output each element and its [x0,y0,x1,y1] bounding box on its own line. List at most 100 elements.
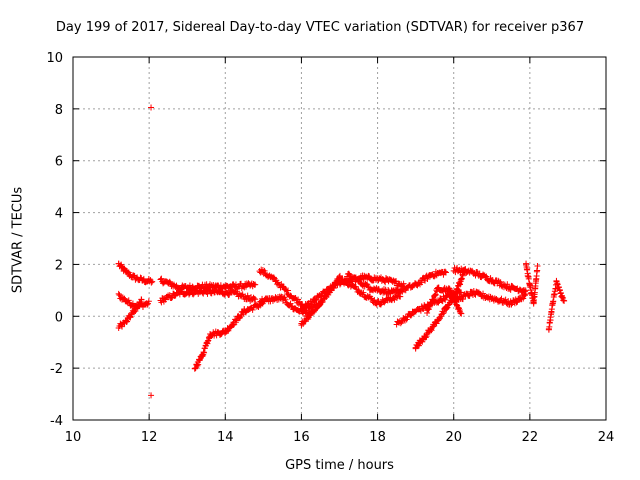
data-point [523,263,530,270]
data-point [303,314,310,321]
data-point [371,296,378,303]
data-point [124,318,131,325]
y-axis-label: SDTVAR / TECUs [10,186,26,294]
data-point [557,289,564,296]
data-point [522,291,529,298]
y-tick-label: 2 [55,258,63,273]
data-point [393,278,400,285]
data-point [149,278,156,285]
data-point [342,277,349,284]
data-point [550,298,557,305]
data-point [442,296,449,303]
data-point [235,314,242,321]
data-point [365,283,372,290]
data-point [145,298,152,305]
data-point [166,278,173,285]
data-point [301,318,308,325]
x-tick-label: 20 [445,430,462,445]
data-point [115,260,122,267]
data-point [308,301,315,308]
data-point [534,262,541,269]
data-point [205,334,212,341]
data-point [375,298,382,305]
data-point [368,295,375,302]
plot-frame [72,56,607,421]
data-point [356,276,363,283]
data-point [249,306,256,313]
data-point [204,338,211,345]
x-tick-label: 24 [598,430,615,445]
data-point [452,269,459,276]
data-point [171,292,178,299]
plot-border [72,56,607,421]
data-point [119,323,126,330]
data-point [527,284,534,291]
data-point [397,293,404,300]
data-point [306,312,313,319]
data-point [430,323,437,330]
x-tick-label: 12 [141,430,158,445]
data-point [244,292,251,299]
x-tick-label: 18 [369,430,386,445]
data-point [118,263,125,270]
data-point [424,275,431,282]
data-point [138,296,145,303]
data-point [130,308,137,315]
data-point [553,278,560,285]
data-point [325,289,332,296]
data-point [457,310,464,317]
data-point [454,285,461,292]
data-point [556,286,563,293]
data-point [459,272,466,279]
y-tick-label: 6 [55,155,63,170]
data-point [550,294,557,301]
data-point [201,345,208,352]
data-point [302,304,309,311]
data-point [115,290,122,297]
data-point [285,287,292,294]
data-point [524,266,531,273]
data-point [123,269,130,276]
y-tick-label: 0 [55,310,63,325]
data-point [513,299,520,306]
data-point [483,273,490,280]
data-point [227,323,234,330]
data-point [222,329,229,336]
x-axis-label: GPS time / hours [285,458,394,473]
data-point [514,298,521,305]
data-point [458,310,465,317]
data-point [168,295,175,302]
data-point [414,342,421,349]
data-point [455,304,462,311]
y-tick-label: 8 [55,103,63,118]
data-point [204,290,211,297]
data-point [416,339,423,346]
data-point [523,260,530,267]
data-point [312,306,319,313]
data-point [525,273,532,280]
chart-title: Day 199 of 2017, Sidereal Day-to-day VTE… [55,20,585,35]
data-point [424,307,431,314]
data-point [441,295,448,302]
data-point [148,279,155,286]
data-point [470,287,477,294]
data-point [429,296,436,303]
outlier-point [148,392,155,399]
data-point [407,312,414,319]
data-point [552,285,559,292]
data-point [144,301,151,308]
data-point [241,307,248,314]
data-point [261,267,268,274]
data-point [561,297,568,304]
data-point [443,306,450,313]
y-tick-label: -2 [50,362,63,377]
data-point [169,294,176,301]
data-point [252,281,259,288]
data-point [200,349,207,356]
x-tick-label: 16 [293,430,310,445]
data-point [521,292,528,299]
data-point [158,299,165,306]
data-point [422,334,429,341]
